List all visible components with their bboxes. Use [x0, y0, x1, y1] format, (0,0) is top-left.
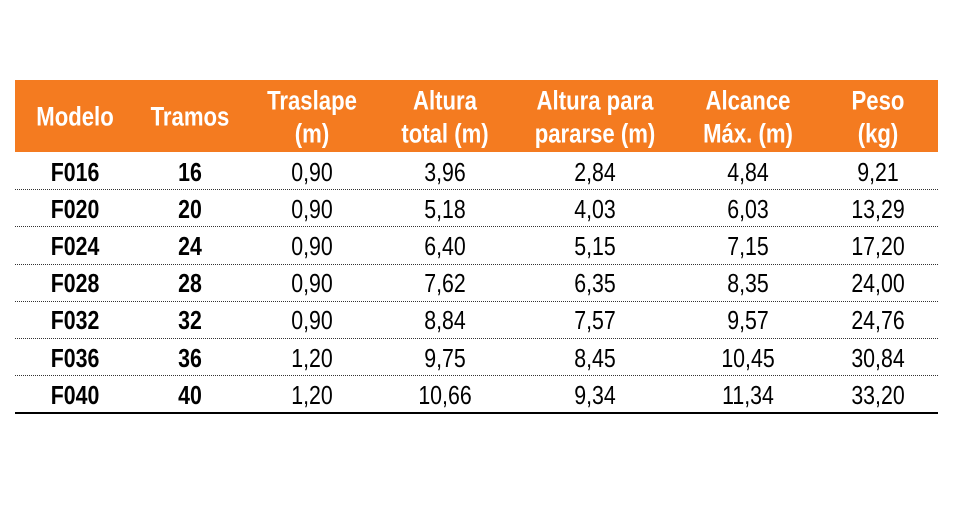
table-cell: 10,66: [418, 379, 472, 410]
table-cell: 8,84: [424, 305, 466, 336]
header-cell: Traslape: [267, 85, 357, 115]
table-cell: 8,45: [574, 342, 616, 373]
header-cell: (m): [294, 118, 330, 148]
table-cell: 6,03: [727, 193, 769, 224]
table-cell: 8,35: [727, 268, 769, 299]
table-cell: 1,20: [291, 379, 333, 410]
header-cell: Modelo: [36, 101, 114, 132]
table-cell: 5,18: [424, 193, 466, 224]
table-cell: 4,84: [727, 156, 769, 187]
table-cell: 36: [178, 342, 202, 373]
table-cell: 9,34: [574, 379, 616, 410]
row-separator: [15, 263, 938, 265]
row-separator: [15, 375, 938, 377]
table-cell: 9,57: [727, 305, 769, 336]
table-cell: 7,62: [424, 268, 466, 299]
header-cell: Tramos: [150, 101, 230, 132]
table-cell: 28: [178, 268, 202, 299]
table-cell: 40: [178, 379, 202, 410]
table-cell: 0,90: [291, 305, 333, 336]
table-cell: 10,45: [721, 342, 775, 373]
table-cell: 0,90: [291, 268, 333, 299]
table-cell: 16: [178, 156, 202, 187]
table-cell: 24: [178, 231, 202, 261]
table-cell: 3,96: [424, 156, 466, 187]
table-cell: F016: [50, 156, 100, 187]
row-separator: [15, 300, 938, 302]
table-cell: F040: [50, 379, 100, 410]
header-cell: Altura para: [536, 85, 654, 115]
table-cell: 1,20: [291, 342, 333, 373]
table-cell: F036: [50, 342, 100, 373]
table-cell: 11,34: [722, 379, 774, 410]
table-cell: 24,00: [851, 268, 905, 299]
header-cell: total (m): [401, 118, 489, 148]
header-row: [15, 80, 938, 152]
table-cell: 5,15: [574, 231, 616, 261]
table-cell: 9,21: [857, 156, 899, 187]
header-cell: Peso: [851, 85, 905, 115]
table-cell: 33,20: [851, 379, 905, 410]
table-cell: 2,84: [574, 156, 616, 187]
table-cell: 17,20: [851, 231, 905, 261]
table-cell: 24,76: [851, 305, 905, 336]
table-cell: 30,84: [851, 342, 905, 373]
table-cell: 13,29: [851, 193, 905, 224]
table-cell: 0,90: [291, 156, 333, 187]
header-cell: Altura: [413, 85, 477, 115]
header-cell: pararse (m): [534, 118, 656, 148]
table-cell: F028: [50, 268, 100, 299]
table-cell: 0,90: [291, 231, 333, 261]
table-cell: F032: [50, 305, 100, 336]
table-cell: 20: [178, 193, 202, 224]
table-cell: F024: [50, 231, 100, 261]
table-cell: F020: [50, 193, 100, 224]
table-cell: 6,35: [574, 268, 616, 299]
table-cell: 6,40: [424, 231, 466, 261]
table-cell: 7,57: [574, 305, 616, 336]
table-cell: 32: [178, 305, 202, 336]
table-cell: 4,03: [574, 193, 616, 224]
header-cell: Alcance: [705, 85, 791, 115]
table-bottom-border: [15, 412, 938, 415]
table-cell: 0,90: [291, 193, 333, 224]
row-separator: [15, 189, 938, 191]
header-cell: Máx. (m): [703, 118, 793, 148]
row-separator: [15, 338, 938, 339]
header-cell: (kg): [857, 118, 899, 148]
table-cell: 9,75: [424, 342, 466, 373]
row-separator: [15, 226, 938, 228]
table-cell: 7,15: [727, 231, 769, 261]
